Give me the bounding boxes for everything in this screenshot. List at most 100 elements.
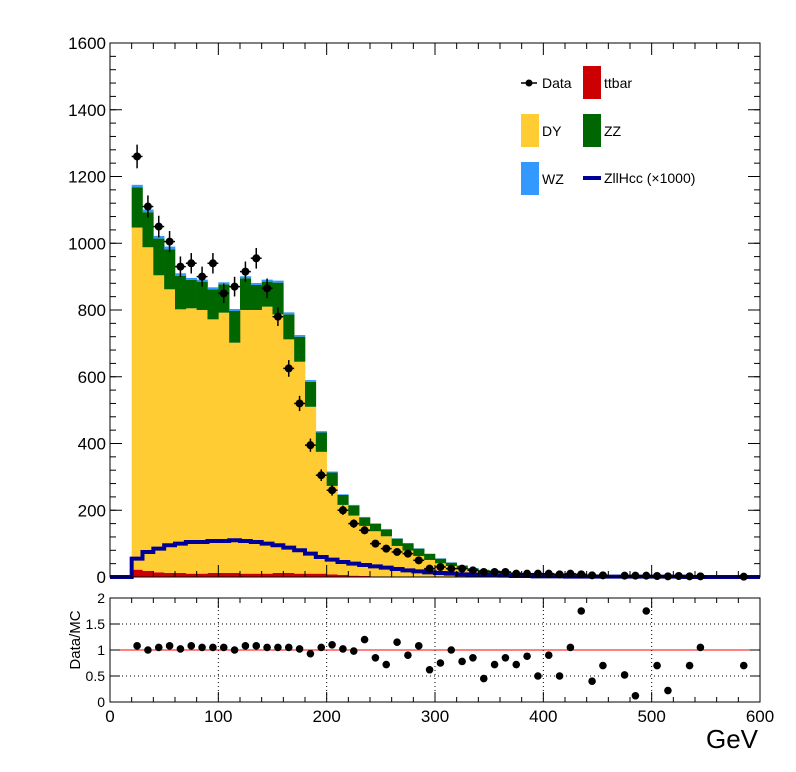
bar-dy-3 (164, 289, 176, 573)
ratio-point (187, 642, 196, 650)
ratio-point (144, 646, 152, 654)
bar-zz-10 (240, 278, 252, 310)
data-point (153, 215, 165, 238)
ratio-point (274, 643, 282, 652)
ratio-point (523, 652, 531, 661)
ratio-point (209, 643, 217, 652)
bar-wz-23 (380, 528, 392, 530)
ratio-point (219, 643, 228, 652)
ratio-point (664, 686, 672, 695)
bar-ttbar-8 (218, 573, 230, 577)
bar-ttbar-20 (348, 575, 360, 577)
ratio-point (263, 643, 271, 652)
bar-zz-9 (229, 311, 241, 343)
x-axis-label: GeV (706, 724, 759, 754)
bar-dy-9 (229, 342, 241, 573)
data-point (478, 567, 490, 576)
ratio-point (295, 645, 304, 653)
ratio-point (447, 646, 456, 654)
bar-wz-11 (250, 282, 262, 285)
legend-entry-zz: ZZ (583, 114, 622, 147)
ratio-point (154, 643, 163, 652)
bar-dy-13 (272, 314, 284, 573)
data-point (218, 283, 230, 304)
bar-wz-21 (359, 516, 371, 518)
bar-zz-26 (413, 548, 425, 556)
y-tick-label: 1200 (68, 168, 106, 187)
ratio-point (198, 643, 206, 652)
bar-ttbar-10 (240, 573, 252, 577)
bar-dy-21 (359, 525, 371, 576)
legend-entry-wz: WZ (521, 162, 564, 195)
ratio-point (501, 654, 510, 662)
bar-zz-5 (185, 279, 197, 309)
legend-entry-ttbar: ttbar (583, 66, 632, 99)
bar-wz-8 (218, 282, 230, 285)
ratio-point (555, 672, 564, 680)
ratio-y-axis: 0 0.5 1 1.5 2 (86, 590, 760, 710)
bar-dy-18 (326, 485, 338, 575)
bar-ttbar-14 (283, 573, 295, 577)
data-point (489, 567, 500, 576)
bar-zz-29 (445, 562, 457, 566)
legend-swatch-dy (521, 114, 539, 147)
data-point (435, 562, 446, 571)
bar-dy-22 (370, 531, 382, 577)
y-tick-label: 1400 (68, 101, 106, 120)
bar-zz-22 (370, 523, 382, 532)
bar-wz-5 (185, 277, 197, 280)
y-tick-label: 600 (78, 368, 106, 387)
ratio-point (458, 657, 466, 666)
bar-zz-21 (359, 517, 371, 526)
y-tick-label: 1600 (68, 34, 106, 53)
data-point (575, 570, 587, 579)
x-tick-label: 200 (312, 707, 340, 726)
bar-dy-20 (348, 515, 360, 576)
ratio-point (436, 659, 445, 667)
data-point (521, 569, 533, 578)
bar-wz-14 (283, 312, 295, 315)
bar-wz-0 (131, 184, 143, 188)
bar-ttbar-9 (229, 573, 241, 577)
data-point (445, 564, 457, 573)
bar-ttbar-7 (207, 573, 219, 577)
x-tick-label: 100 (204, 707, 232, 726)
data-point (294, 395, 305, 412)
data-point (640, 571, 652, 580)
ratio-point (534, 672, 542, 680)
bar-zz-14 (283, 314, 295, 340)
ratio-point (642, 607, 651, 615)
ratio-point (165, 642, 174, 650)
bar-dy-8 (218, 312, 230, 573)
bar-dy-25 (402, 550, 414, 577)
ratio-point (382, 660, 391, 669)
data-point (424, 564, 435, 573)
legend-label-signal: ZllHcc (×1000) (604, 170, 695, 186)
ratio-y-tick-label: 2 (97, 590, 105, 606)
data-point (131, 144, 143, 169)
bar-zz-2 (153, 238, 165, 276)
bar-zz-20 (348, 505, 360, 516)
data-point (175, 256, 186, 277)
main-y-axis: 0 200 400 600 800 1000 1200 1400 1600 (68, 34, 760, 587)
data-point (359, 526, 370, 535)
bar-ttbar-19 (337, 575, 349, 577)
ratio-point (588, 677, 596, 685)
ratio-point (631, 691, 640, 700)
ratio-point (306, 649, 315, 658)
data-point (207, 253, 219, 274)
data-point (261, 278, 273, 299)
legend-entry-signal: ZllHcc (×1000) (583, 170, 695, 186)
legend-swatch-ttbar (583, 66, 601, 99)
bar-dy-2 (153, 275, 165, 573)
y-tick-label: 0 (97, 568, 106, 587)
bar-ttbar-0 (131, 569, 143, 577)
bar-zz-16 (305, 381, 317, 407)
bar-ttbar-16 (305, 573, 317, 577)
x-tick-label: 0 (105, 707, 114, 726)
legend-label-dy: DY (542, 123, 562, 139)
data-point (630, 571, 641, 580)
bar-wz-18 (326, 471, 338, 473)
ratio-point (339, 645, 347, 653)
